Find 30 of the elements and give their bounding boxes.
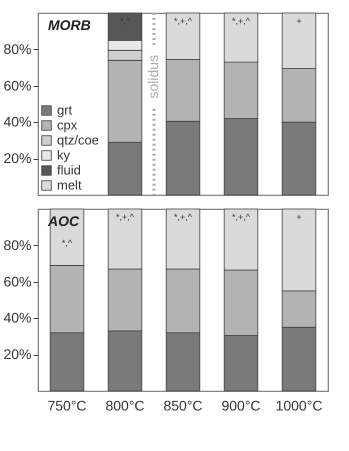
annotation: + bbox=[296, 16, 302, 26]
x-tick-label: 850°C bbox=[163, 398, 203, 414]
x-tick-label: 800°C bbox=[105, 398, 145, 414]
y-tick-label: 40% bbox=[3, 310, 32, 326]
y-tick-label: 60% bbox=[3, 273, 32, 290]
y-tick-label: 80% bbox=[3, 236, 32, 253]
chart-title: MORB bbox=[48, 17, 91, 33]
x-tick-label: 1000°C bbox=[276, 398, 322, 414]
ref-line-label: solidus bbox=[145, 54, 161, 98]
annotation: *,+,^ bbox=[232, 212, 251, 222]
y-tick-label: 60% bbox=[3, 77, 32, 94]
annotation: *,+,^ bbox=[174, 212, 193, 222]
legend-label: fluid bbox=[57, 162, 81, 178]
annotation: *,^ bbox=[62, 238, 73, 248]
legend-label: cpx bbox=[57, 118, 78, 132]
y-tick-label: 20% bbox=[3, 346, 32, 362]
legend-label: qtz/coe bbox=[57, 132, 99, 148]
annotation: *,+,^ bbox=[116, 212, 135, 222]
y-tick-label: 40% bbox=[3, 114, 32, 130]
annotation: *,^ bbox=[120, 16, 131, 26]
annotation: *,+,^ bbox=[174, 16, 193, 26]
annotation: + bbox=[296, 212, 302, 222]
legend-label: ky bbox=[57, 148, 70, 162]
legend-label: grt bbox=[57, 102, 73, 118]
x-tick-label: 900°C bbox=[221, 398, 261, 414]
y-tick-label: 80% bbox=[3, 40, 32, 57]
legend-label: melt bbox=[57, 178, 82, 192]
y-tick-label: 20% bbox=[3, 150, 32, 166]
x-tick-label: 750°C bbox=[47, 398, 87, 414]
annotation: *,+,^ bbox=[232, 16, 251, 26]
